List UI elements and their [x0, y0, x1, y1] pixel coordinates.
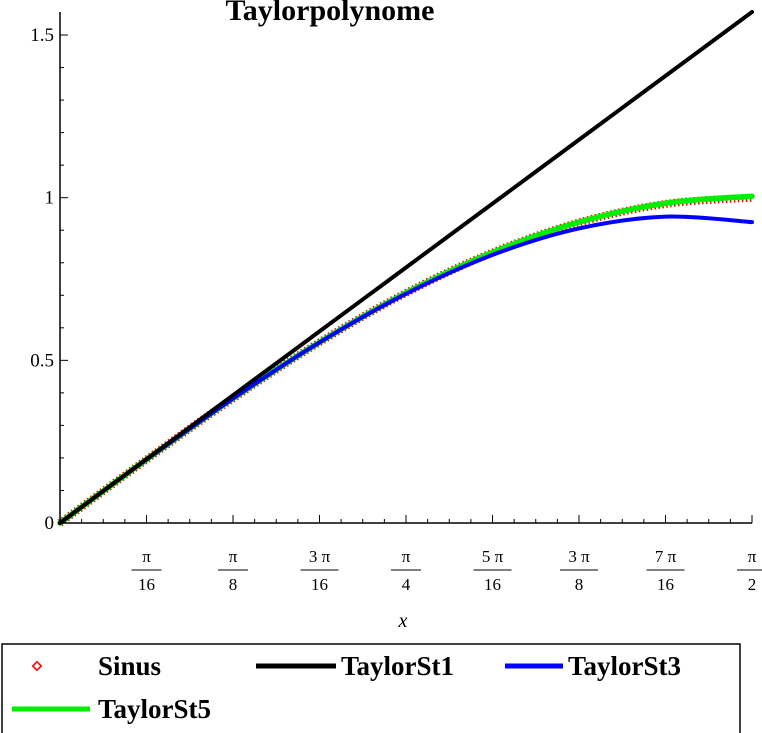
- x-tick-numerator: π: [142, 547, 151, 566]
- series-taylorst5-line: [57, 193, 755, 526]
- x-axis-label: x: [398, 610, 408, 632]
- x-tick-denominator: 16: [138, 575, 155, 594]
- y-tick-label: 1.5: [30, 25, 54, 46]
- series-sinus-points: [57, 193, 753, 527]
- x-tick-numerator: π: [402, 547, 411, 566]
- legend-item-taylorst1: TaylorSt1: [256, 651, 454, 681]
- x-ticks: π 16 π 8 3 π 16 π 4 5 π 16 3 π 8 7 π 16 π 2: [81, 515, 762, 594]
- x-tick-numerator: 3 π: [309, 547, 331, 566]
- legend-label-taylorst3: TaylorSt3: [568, 651, 681, 681]
- legend-label-taylorst5: TaylorSt5: [98, 694, 211, 724]
- x-tick-denominator: 8: [229, 575, 238, 594]
- x-tick-numerator: 7 π: [655, 547, 677, 566]
- x-tick-numerator: 3 π: [568, 547, 590, 566]
- series-taylorst3-line: [58, 214, 755, 525]
- legend: Sinus TaylorSt1 TaylorSt3 TaylorSt5: [1, 643, 741, 733]
- chart-title-text: Taylorpolynome: [226, 0, 435, 27]
- legend-marker-sinus: [31, 660, 43, 672]
- x-tick-denominator: 4: [402, 575, 411, 594]
- legend-item-sinus: Sinus: [31, 651, 161, 681]
- x-tick-denominator: 2: [748, 575, 757, 594]
- x-tick-numerator: π: [748, 547, 757, 566]
- x-tick-denominator: 16: [311, 575, 328, 594]
- chart-title: Taylorpolynome: [226, 0, 435, 27]
- y-tick-label: 0.5: [30, 350, 54, 371]
- series-layer: [57, 9, 755, 527]
- legend-item-taylorst5: TaylorSt5: [12, 694, 211, 724]
- x-tick-denominator: 16: [484, 575, 501, 594]
- legend-label-taylorst1: TaylorSt1: [341, 651, 454, 681]
- y-tick-label: 0: [45, 513, 55, 534]
- x-tick-denominator: 16: [657, 575, 674, 594]
- x-tick-numerator: 5 π: [482, 547, 504, 566]
- x-tick-numerator: π: [229, 547, 238, 566]
- legend-label-sinus: Sinus: [98, 651, 161, 681]
- y-tick-label: 1: [45, 188, 55, 209]
- legend-box: [1, 643, 741, 733]
- series-taylorst1-line: [58, 9, 755, 525]
- x-tick-denominator: 8: [575, 575, 584, 594]
- y-ticks: 0 0.5 1 1.5: [30, 25, 68, 534]
- legend-item-taylorst3: TaylorSt3: [505, 651, 681, 681]
